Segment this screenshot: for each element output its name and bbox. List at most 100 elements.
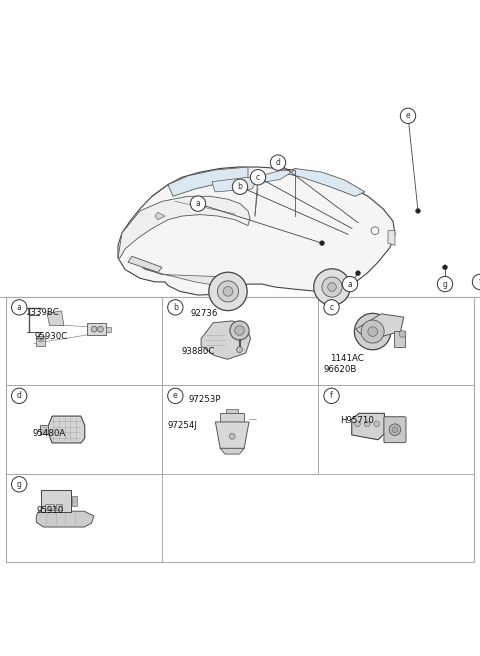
Circle shape xyxy=(12,388,27,403)
Circle shape xyxy=(217,281,239,302)
Text: 97254J: 97254J xyxy=(168,420,198,430)
Text: c: c xyxy=(329,303,334,312)
Polygon shape xyxy=(155,213,165,220)
Circle shape xyxy=(355,421,360,427)
Text: 95910: 95910 xyxy=(37,506,64,516)
Polygon shape xyxy=(47,311,64,325)
Circle shape xyxy=(168,388,183,403)
Circle shape xyxy=(223,287,233,297)
Circle shape xyxy=(374,421,380,427)
Bar xyxy=(227,409,238,413)
Circle shape xyxy=(368,327,377,337)
Bar xyxy=(87,323,106,335)
Polygon shape xyxy=(356,314,404,337)
Circle shape xyxy=(12,477,27,492)
Circle shape xyxy=(230,321,249,340)
Polygon shape xyxy=(201,321,251,359)
Polygon shape xyxy=(142,267,225,287)
Circle shape xyxy=(400,108,416,123)
Polygon shape xyxy=(352,413,384,440)
Polygon shape xyxy=(118,167,395,295)
Text: a: a xyxy=(348,279,352,289)
Bar xyxy=(72,496,77,506)
Circle shape xyxy=(38,338,41,342)
Polygon shape xyxy=(216,422,249,448)
Bar xyxy=(162,297,318,385)
Text: c: c xyxy=(256,173,260,182)
Polygon shape xyxy=(212,177,258,192)
Circle shape xyxy=(237,347,242,352)
Circle shape xyxy=(229,434,235,440)
Circle shape xyxy=(392,427,398,432)
Circle shape xyxy=(342,276,358,292)
Circle shape xyxy=(91,326,97,332)
Circle shape xyxy=(190,196,206,211)
Circle shape xyxy=(443,265,447,270)
Circle shape xyxy=(168,300,183,315)
Text: d: d xyxy=(17,392,22,400)
Text: 92736: 92736 xyxy=(191,309,218,318)
Polygon shape xyxy=(258,170,295,183)
Polygon shape xyxy=(128,256,162,272)
Polygon shape xyxy=(36,511,94,527)
Circle shape xyxy=(41,338,44,342)
Circle shape xyxy=(328,283,336,291)
Text: g: g xyxy=(17,480,22,489)
Bar xyxy=(162,385,318,474)
Bar xyxy=(6,297,474,562)
Text: a: a xyxy=(17,303,22,312)
Text: 93880C: 93880C xyxy=(181,347,215,356)
Polygon shape xyxy=(48,416,85,443)
Circle shape xyxy=(320,241,324,245)
Polygon shape xyxy=(40,424,48,434)
Polygon shape xyxy=(118,196,250,258)
FancyBboxPatch shape xyxy=(384,417,406,443)
Text: d: d xyxy=(276,158,280,167)
Circle shape xyxy=(232,179,248,194)
Circle shape xyxy=(416,209,420,213)
Circle shape xyxy=(270,155,286,171)
Text: 95480A: 95480A xyxy=(32,430,65,438)
Circle shape xyxy=(389,424,401,436)
Text: 97253P: 97253P xyxy=(188,395,221,404)
Text: b: b xyxy=(173,303,178,312)
Text: 95930C: 95930C xyxy=(35,332,68,341)
Polygon shape xyxy=(388,231,395,245)
Bar xyxy=(106,327,111,331)
Circle shape xyxy=(399,331,406,337)
Circle shape xyxy=(361,320,384,343)
Text: 96620B: 96620B xyxy=(324,365,357,374)
Bar xyxy=(6,385,162,474)
Circle shape xyxy=(472,274,480,289)
Circle shape xyxy=(97,326,103,332)
Bar xyxy=(6,474,162,562)
Text: a: a xyxy=(196,199,200,208)
Circle shape xyxy=(322,277,342,297)
Circle shape xyxy=(324,388,339,403)
Polygon shape xyxy=(168,167,248,196)
Circle shape xyxy=(324,300,339,315)
Bar xyxy=(6,297,162,385)
Polygon shape xyxy=(283,169,365,196)
Circle shape xyxy=(235,325,244,335)
Text: f: f xyxy=(330,392,333,400)
Text: H95710: H95710 xyxy=(340,416,373,425)
Bar xyxy=(45,504,54,510)
Circle shape xyxy=(12,300,27,315)
Bar xyxy=(394,331,405,348)
Text: f: f xyxy=(479,277,480,287)
Text: 1339BC: 1339BC xyxy=(25,308,59,317)
Polygon shape xyxy=(220,448,244,454)
Circle shape xyxy=(314,269,350,305)
Circle shape xyxy=(437,276,453,292)
Circle shape xyxy=(209,272,247,310)
Bar xyxy=(318,385,474,474)
Text: e: e xyxy=(173,392,178,400)
Text: e: e xyxy=(406,112,410,120)
Bar xyxy=(318,297,474,385)
Text: g: g xyxy=(443,279,447,289)
Circle shape xyxy=(364,421,370,427)
Text: 1141AC: 1141AC xyxy=(330,354,364,363)
Bar xyxy=(36,337,45,346)
Circle shape xyxy=(251,170,266,185)
